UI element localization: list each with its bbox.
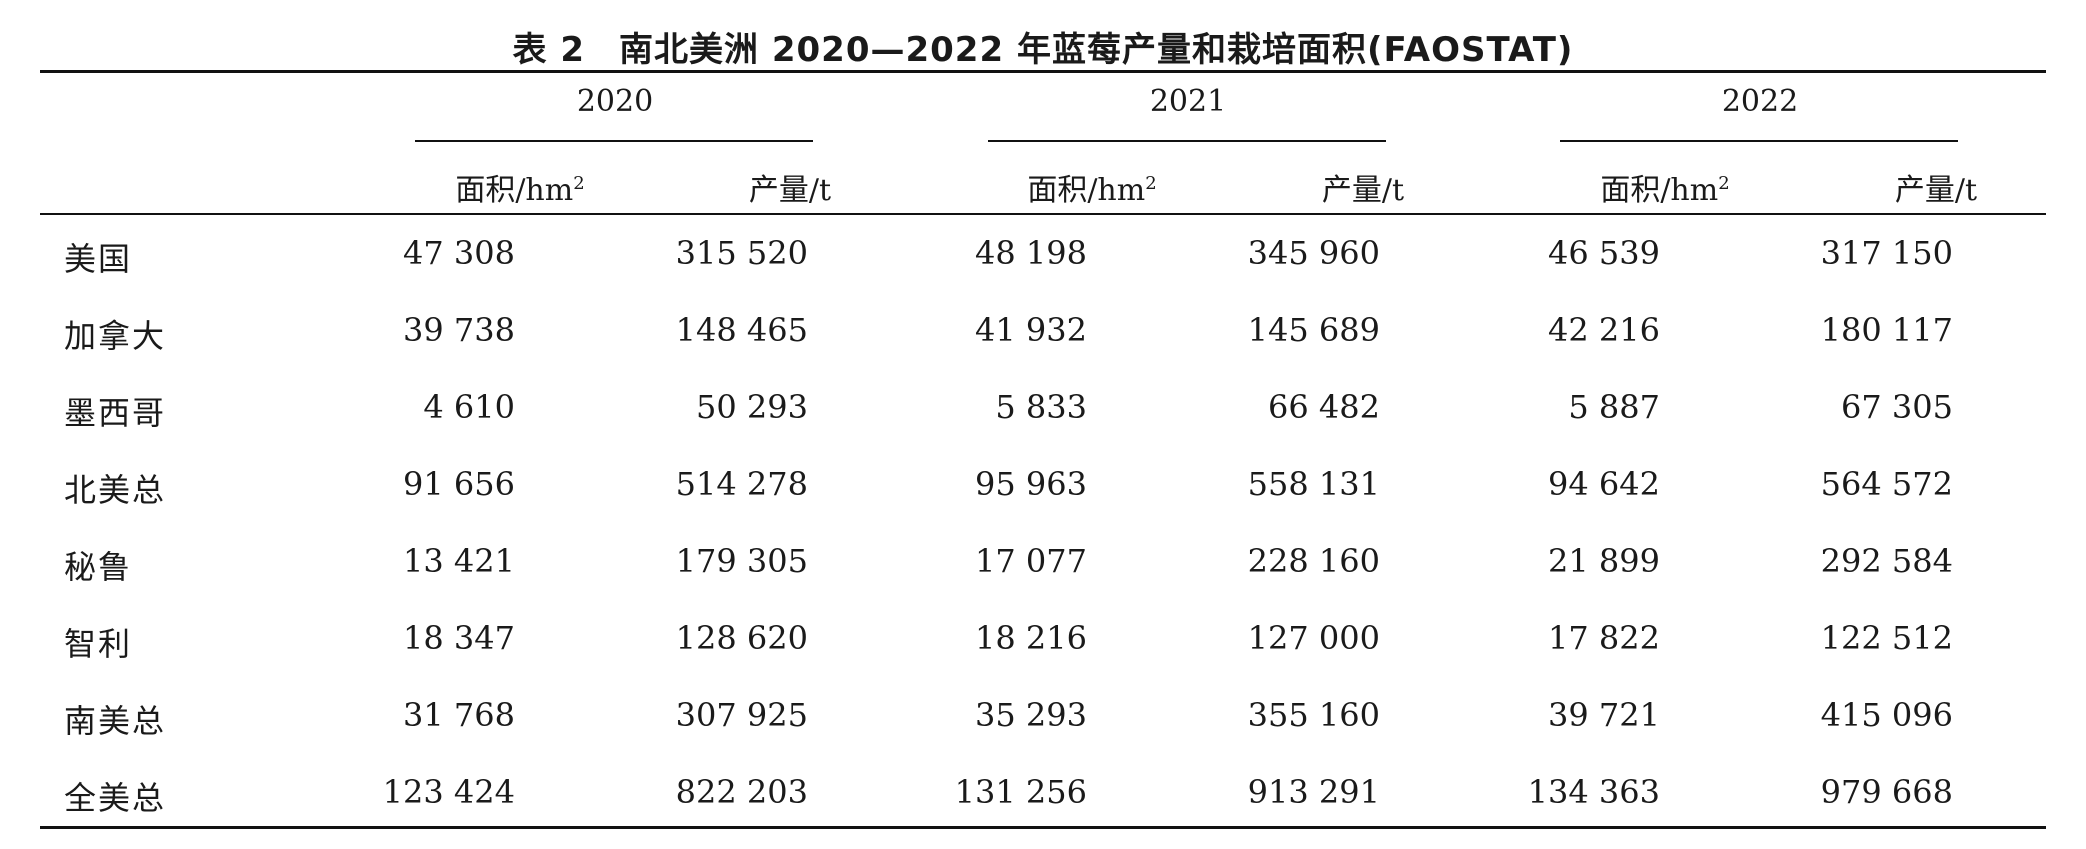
row-label: 全美总 (64, 779, 167, 817)
table-row: 美国 47 308 315 520 48 198 345 960 46 539 … (0, 234, 2086, 310)
area-2020-cell: 4 610 (423, 388, 515, 426)
area-2021-cell: 95 963 (975, 465, 1087, 503)
production-header-2022: 产量/t (1894, 173, 1978, 208)
production-2022-cell: 317 150 (1820, 234, 1953, 272)
production-header-2020: 产量/t (748, 173, 832, 208)
area-2020-cell: 18 347 (403, 619, 515, 657)
area-header-superscript: 2 (573, 173, 585, 194)
area-2021-cell: 48 198 (975, 234, 1087, 272)
production-2020-cell: 128 620 (675, 619, 808, 657)
row-label: 秘鲁 (64, 548, 133, 586)
table-title: 南北美洲 2020—2022 年蓝莓产量和栽培面积(FAOSTAT) (619, 30, 1574, 70)
production-2020-cell: 50 293 (696, 388, 808, 426)
area-header-superscript: 2 (1718, 173, 1730, 194)
production-2022-cell: 979 668 (1820, 773, 1953, 811)
area-2021-cell: 18 216 (975, 619, 1087, 657)
area-2021-cell: 35 293 (975, 696, 1087, 734)
area-header-2020: 面积/hm2 (400, 165, 640, 209)
production-2021-cell: 145 689 (1247, 311, 1380, 349)
table-row: 全美总 123 424 822 203 131 256 913 291 134 … (0, 773, 2086, 849)
area-2022-cell: 39 721 (1548, 696, 1660, 734)
area-2022-cell: 5 887 (1568, 388, 1660, 426)
production-2022-cell: 122 512 (1820, 619, 1953, 657)
area-2020-cell: 39 738 (403, 311, 515, 349)
production-2020-cell: 179 305 (675, 542, 808, 580)
row-label: 南美总 (64, 702, 167, 740)
cropped-previous-text (0, 0, 2086, 8)
area-2021-cell: 41 932 (975, 311, 1087, 349)
production-2021-cell: 345 960 (1247, 234, 1380, 272)
production-2020-cell: 148 465 (675, 311, 808, 349)
area-header-2021: 面积/hm2 (972, 165, 1212, 209)
year-rule-2020 (415, 140, 813, 142)
area-header-label: 面积/hm (455, 173, 574, 208)
table-row: 南美总 31 768 307 925 35 293 355 160 39 721… (0, 696, 2086, 772)
year-header-2020: 2020 (576, 84, 654, 119)
production-2022-cell: 180 117 (1820, 311, 1953, 349)
year-rule-2021 (988, 140, 1386, 142)
area-2021-cell: 131 256 (954, 773, 1087, 811)
row-label: 美国 (64, 240, 133, 278)
row-label: 加拿大 (64, 317, 167, 355)
area-2022-cell: 42 216 (1548, 311, 1660, 349)
header-rule (40, 213, 2046, 215)
production-2020-cell: 307 925 (675, 696, 808, 734)
table-row: 智利 18 347 128 620 18 216 127 000 17 822 … (0, 619, 2086, 695)
table-row: 北美总 91 656 514 278 95 963 558 131 94 642… (0, 465, 2086, 541)
year-header-2022: 2022 (1721, 84, 1799, 119)
production-2020-cell: 315 520 (675, 234, 808, 272)
production-header-2021: 产量/t (1321, 173, 1405, 208)
production-2021-cell: 355 160 (1247, 696, 1380, 734)
table-number: 表 2 (512, 30, 586, 70)
row-label: 墨西哥 (64, 394, 167, 432)
table-row: 加拿大 39 738 148 465 41 932 145 689 42 216… (0, 311, 2086, 387)
production-2022-cell: 292 584 (1820, 542, 1953, 580)
area-header-label: 面积/hm (1600, 173, 1719, 208)
area-header-superscript: 2 (1145, 173, 1157, 194)
production-2022-cell: 564 572 (1820, 465, 1953, 503)
area-2021-cell: 5 833 (995, 388, 1087, 426)
production-2021-cell: 558 131 (1247, 465, 1380, 503)
area-2021-cell: 17 077 (975, 542, 1087, 580)
table-row: 秘鲁 13 421 179 305 17 077 228 160 21 899 … (0, 542, 2086, 618)
table-row: 墨西哥 4 610 50 293 5 833 66 482 5 887 67 3… (0, 388, 2086, 464)
production-2022-cell: 415 096 (1820, 696, 1953, 734)
production-2021-cell: 913 291 (1247, 773, 1380, 811)
table-caption: 表 2 南北美洲 2020—2022 年蓝莓产量和栽培面积(FAOSTAT) (0, 22, 2086, 71)
production-2022-cell: 67 305 (1841, 388, 1953, 426)
year-header-2021: 2021 (1149, 84, 1227, 119)
area-2020-cell: 91 656 (403, 465, 515, 503)
production-2021-cell: 127 000 (1247, 619, 1380, 657)
area-2022-cell: 94 642 (1548, 465, 1660, 503)
area-2020-cell: 47 308 (403, 234, 515, 272)
area-2020-cell: 13 421 (403, 542, 515, 580)
area-2022-cell: 134 363 (1527, 773, 1660, 811)
production-2021-cell: 66 482 (1268, 388, 1380, 426)
bottom-rule (40, 826, 2046, 829)
production-2020-cell: 822 203 (675, 773, 808, 811)
area-2020-cell: 31 768 (403, 696, 515, 734)
area-header-2022: 面积/hm2 (1545, 165, 1785, 209)
production-2020-cell: 514 278 (675, 465, 808, 503)
area-2022-cell: 46 539 (1548, 234, 1660, 272)
year-rule-2022 (1560, 140, 1958, 142)
row-label: 北美总 (64, 471, 167, 509)
production-2021-cell: 228 160 (1247, 542, 1380, 580)
area-2020-cell: 123 424 (382, 773, 515, 811)
area-2022-cell: 17 822 (1548, 619, 1660, 657)
top-rule (40, 70, 2046, 73)
area-2022-cell: 21 899 (1548, 542, 1660, 580)
area-header-label: 面积/hm (1027, 173, 1146, 208)
row-label: 智利 (64, 625, 133, 663)
